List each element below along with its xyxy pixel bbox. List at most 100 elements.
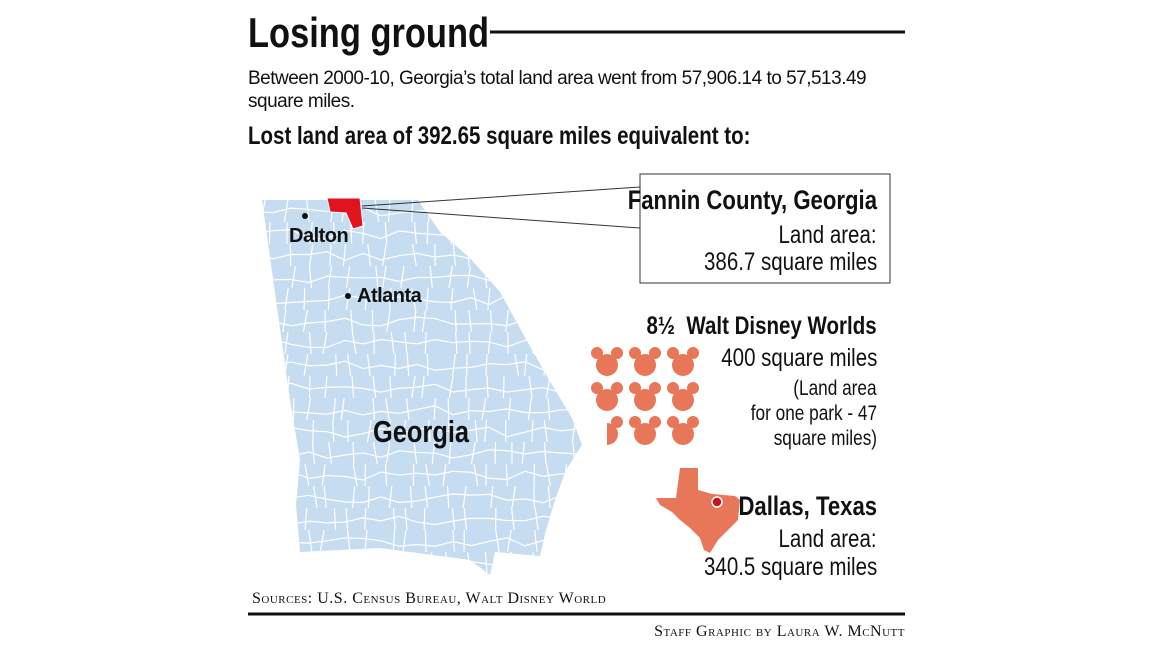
county-line: [388, 485, 393, 509]
county-line: [533, 485, 536, 509]
georgia-map: [262, 200, 582, 575]
county-line: [505, 463, 508, 487]
county-line: [543, 441, 547, 465]
county-line: [487, 287, 491, 311]
mickey-head: [672, 354, 694, 376]
mickey-ear: [611, 416, 623, 428]
county-line: [528, 375, 533, 399]
county-line: [502, 265, 508, 289]
mickey-head: [634, 389, 656, 411]
county-line: [442, 463, 447, 487]
county-line: [389, 287, 392, 311]
county-line: [452, 353, 456, 377]
county-line: [372, 375, 377, 399]
fannin-county: [326, 197, 364, 230]
county-line: [423, 507, 426, 531]
panel-text: square miles): [773, 427, 877, 450]
county-line: [450, 287, 454, 311]
county-line: [569, 265, 574, 289]
mickey-icon: [667, 382, 699, 411]
county-line: [481, 397, 487, 421]
county-line: [332, 221, 335, 245]
county-line: [351, 331, 357, 355]
county-line: [283, 200, 289, 223]
county-line: [401, 419, 407, 443]
county-line: [411, 375, 416, 399]
county-line: [346, 529, 351, 553]
county-line: [543, 353, 548, 377]
county-line: [275, 375, 280, 399]
map-label: Dalton: [289, 225, 349, 247]
county-line: [265, 529, 268, 553]
county-line: [424, 331, 427, 355]
county-line: [366, 353, 371, 377]
county-line: [389, 375, 392, 399]
county-line: [489, 309, 493, 333]
mickey-ear: [687, 382, 699, 394]
county-line: [490, 485, 494, 509]
county-line: [486, 375, 489, 399]
county-line: [392, 507, 396, 531]
county-line: [262, 338, 580, 349]
county-line: [362, 551, 367, 575]
county-line: [263, 353, 268, 377]
county-line: [264, 463, 267, 487]
mickey-ear: [667, 416, 679, 428]
county-line: [262, 382, 580, 394]
mickey-head: [607, 423, 618, 445]
county-line: [472, 287, 478, 311]
county-line: [566, 375, 571, 399]
mickey-icon: [629, 416, 661, 445]
county-line: [304, 463, 310, 487]
mickey-ear: [591, 347, 603, 359]
county-line: [286, 507, 289, 531]
county-line: [468, 309, 473, 333]
county-line: [406, 353, 410, 377]
county-line: [306, 200, 310, 223]
county-line: [543, 419, 548, 443]
county-line: [487, 243, 491, 267]
county-line: [327, 265, 333, 289]
county-line: [547, 485, 551, 509]
county-line: [311, 441, 316, 465]
county-line: [521, 441, 525, 465]
county-line: [572, 397, 577, 421]
county-line: [274, 507, 277, 531]
mickey-icon: [667, 347, 699, 376]
county-line: [473, 463, 479, 487]
county-line: [563, 551, 566, 575]
county-line: [385, 397, 390, 421]
county-line: [454, 309, 457, 333]
county-line: [266, 287, 269, 311]
county-line: [321, 463, 326, 487]
county-line: [364, 529, 368, 553]
panel-text: (Land area: [793, 377, 877, 400]
county-line: [428, 419, 431, 443]
county-line: [547, 397, 551, 421]
county-line: [350, 221, 353, 245]
county-line: [319, 529, 325, 553]
mickey-ear: [687, 347, 699, 359]
county-line: [347, 353, 352, 377]
county-line: [405, 397, 410, 421]
mickey-icon: [591, 382, 623, 411]
fannin-box: [639, 173, 891, 284]
county-line: [534, 287, 539, 311]
county-line: [267, 441, 270, 465]
county-line: [431, 441, 436, 465]
county-line: [485, 353, 488, 377]
mickey-icon: [629, 382, 661, 411]
county-line: [400, 265, 405, 289]
panel-title: 8½ Walt Disney Worlds: [646, 312, 877, 340]
county-line: [413, 309, 417, 333]
county-line: [426, 221, 429, 245]
county-line: [372, 397, 376, 421]
county-line: [374, 200, 380, 223]
county-line: [411, 200, 414, 223]
subtitle: Between 2000-10, Georgia’s total land ar…: [248, 68, 867, 112]
county-line: [430, 551, 433, 575]
mickey-head: [634, 354, 656, 376]
county-line: [511, 287, 516, 311]
texas-shape: [656, 468, 740, 553]
